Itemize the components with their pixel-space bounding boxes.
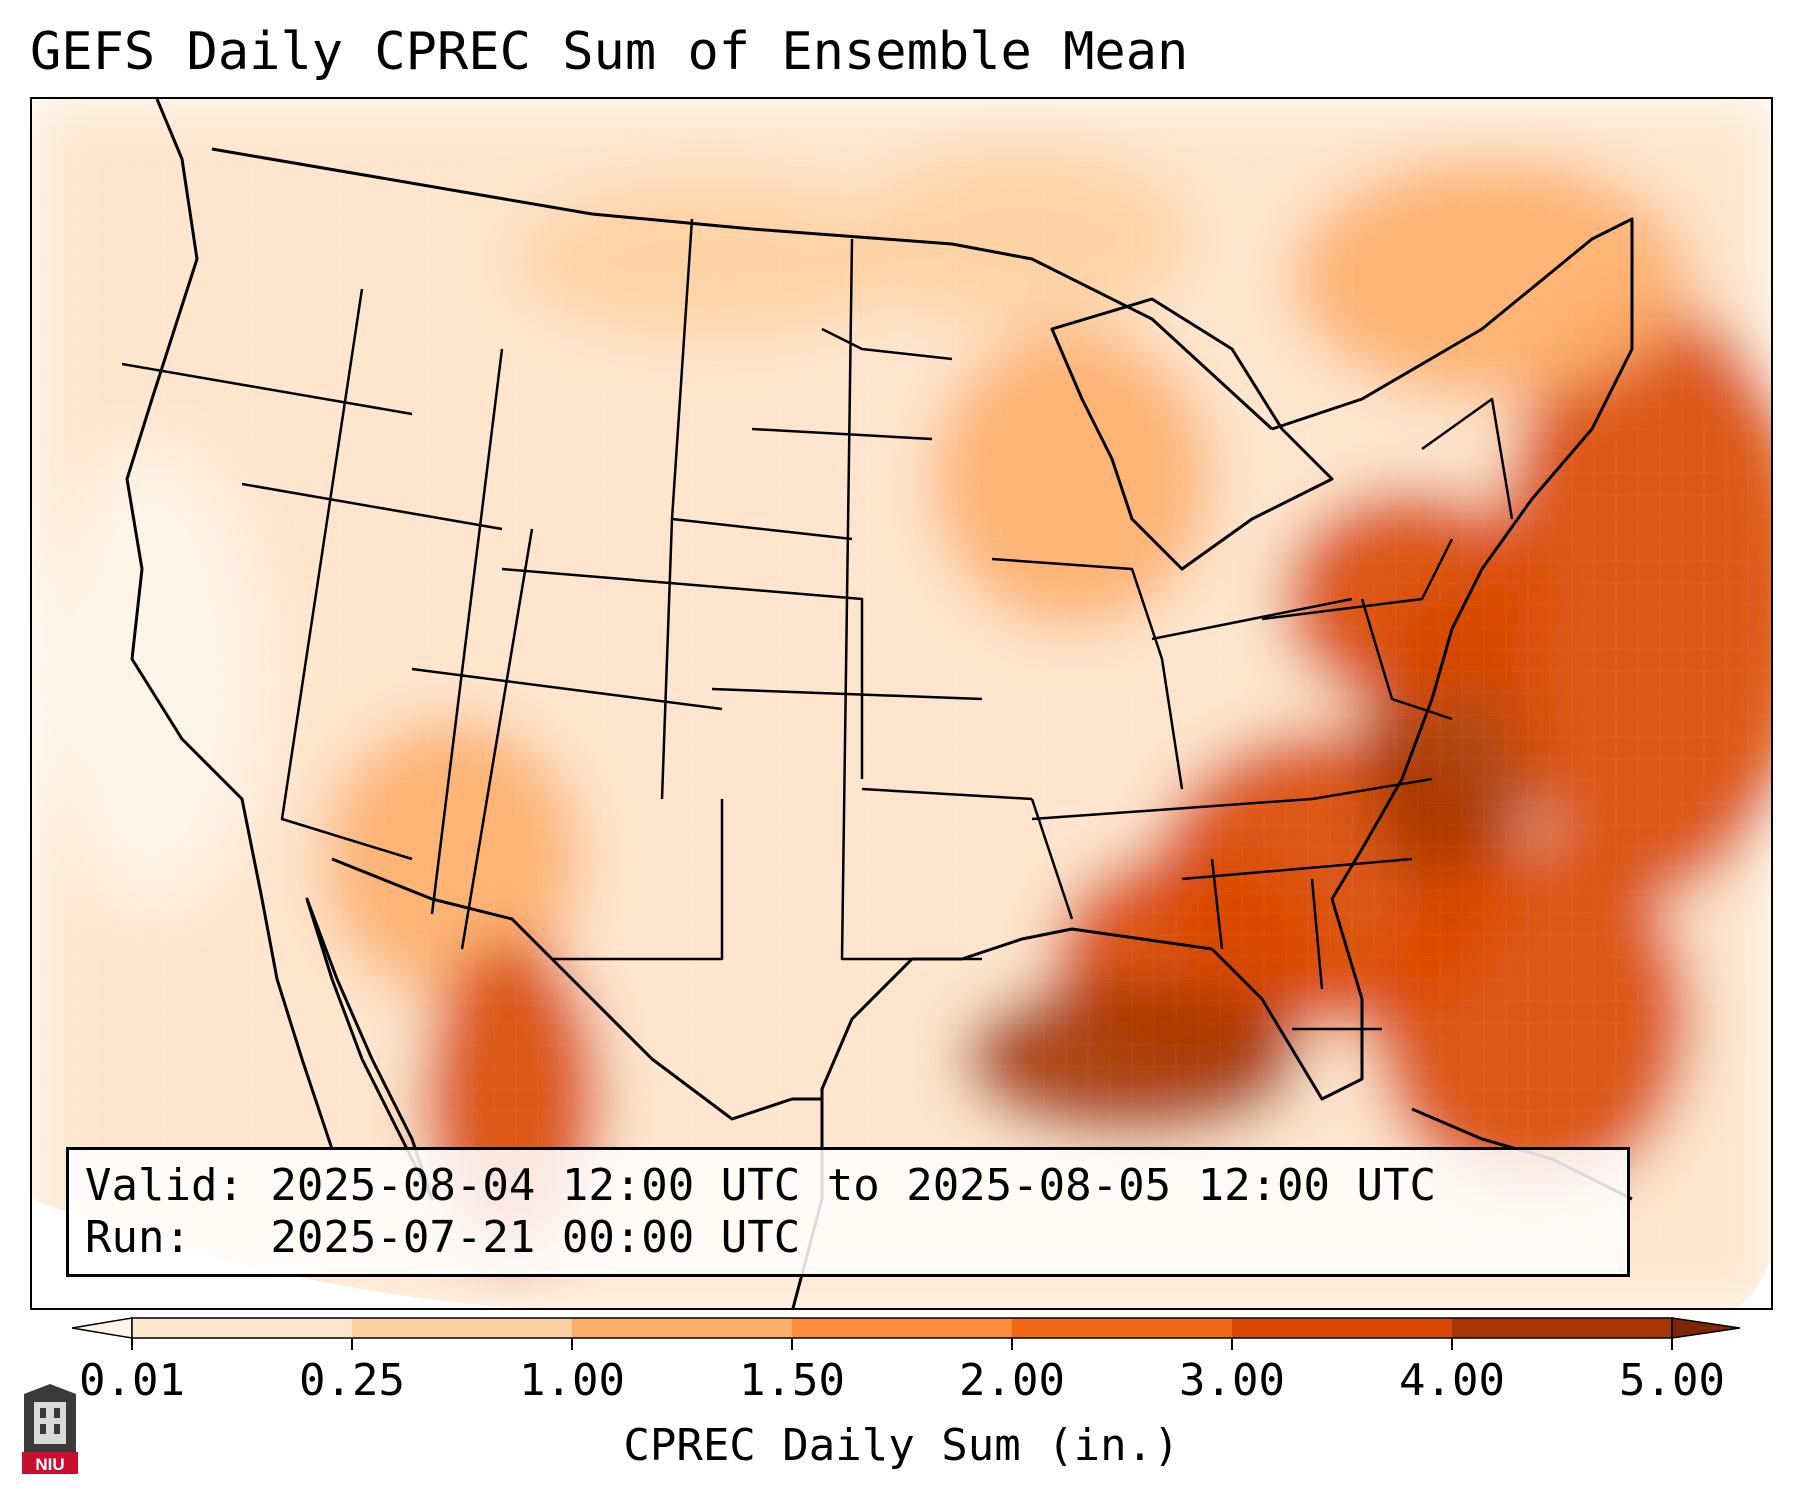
colorbar-cell xyxy=(572,1318,792,1338)
svg-text:NIU: NIU xyxy=(35,1455,64,1474)
coastlines-and-borders xyxy=(121,99,1634,1308)
colorbar-tick-label: 0.01 xyxy=(79,1355,185,1406)
colorbar-tick-label: 3.00 xyxy=(1179,1355,1285,1406)
colorbar-label: CPREC Daily Sum (in.) xyxy=(623,1420,1180,1471)
precipitation-map xyxy=(30,97,1773,1310)
pacific-coastline xyxy=(125,99,334,1150)
colorbar-cell xyxy=(1012,1318,1232,1338)
colorbar-tick-mark xyxy=(131,1338,133,1350)
colorbar xyxy=(72,1317,1740,1339)
niu-logo-icon: NIU xyxy=(22,1384,78,1474)
atlantic-coastline xyxy=(1210,217,1634,1101)
precipitation-field xyxy=(32,99,1771,1308)
valid-time: Valid: 2025-08-04 12:00 UTC to 2025-08-0… xyxy=(85,1160,1437,1211)
validity-info-box: Valid: 2025-08-04 12:00 UTC to 2025-08-0… xyxy=(66,1147,1630,1277)
colorbar-tick-label: 0.25 xyxy=(299,1355,405,1406)
projection-edge-left xyxy=(32,1199,520,1308)
colorbar-tick-mark xyxy=(1011,1338,1013,1350)
mexico-interior xyxy=(331,857,822,1121)
canada-us-border xyxy=(211,147,1274,431)
great-lakes xyxy=(1050,297,1334,571)
colorbar-cell xyxy=(132,1318,352,1338)
state-borders xyxy=(121,218,1514,1031)
colorbar-tick-label: 1.00 xyxy=(519,1355,625,1406)
projection-edge-right xyxy=(1736,1259,1771,1308)
colorbar-tick-mark xyxy=(1231,1338,1233,1350)
colorbar-tick-mark xyxy=(1451,1338,1453,1350)
map-title: GEFS Daily CPREC Sum of Ensemble Mean xyxy=(30,22,1189,82)
colorbar-cell xyxy=(352,1318,572,1338)
colorbar-tick-label: 2.00 xyxy=(959,1355,1065,1406)
colorbar-tick-mark xyxy=(791,1338,793,1350)
colorbar-cell xyxy=(792,1318,1012,1338)
colorbar-cell xyxy=(1232,1318,1452,1338)
colorbar-tick-mark xyxy=(571,1338,573,1350)
colorbar-tick-mark xyxy=(351,1338,353,1350)
colorbar-extend-low xyxy=(72,1317,133,1339)
colorbar-tick-mark xyxy=(1671,1338,1673,1350)
colorbar-tick-label: 5.00 xyxy=(1619,1355,1725,1406)
colorbar-cell xyxy=(1452,1318,1672,1338)
run-time: Run: 2025-07-21 00:00 UTC xyxy=(85,1212,801,1263)
colorbar-tick-label: 4.00 xyxy=(1399,1355,1505,1406)
colorbar-cells xyxy=(72,1317,1740,1339)
colorbar-extend-high xyxy=(1671,1317,1740,1339)
colorbar-tick-label: 1.50 xyxy=(739,1355,845,1406)
